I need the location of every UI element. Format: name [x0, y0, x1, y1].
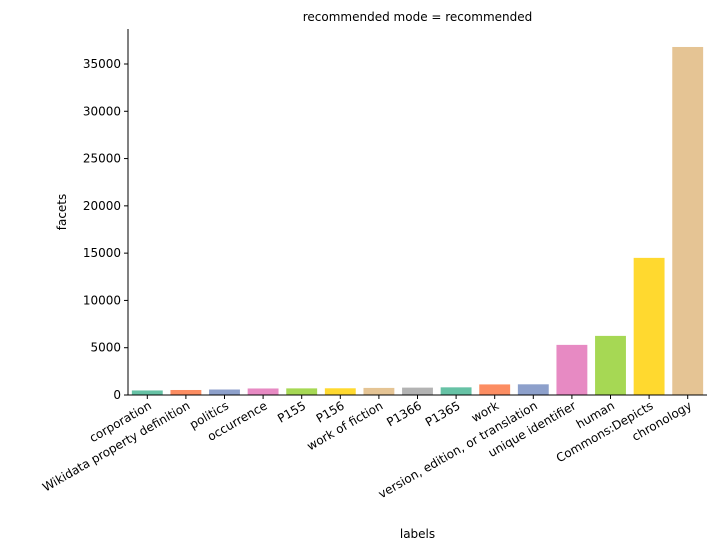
y-tick-label-6: 30000	[83, 104, 121, 118]
y-tick-label-4: 20000	[83, 199, 121, 213]
y-tick-label-3: 15000	[83, 246, 121, 260]
y-tick-label-5: 25000	[83, 152, 121, 166]
chart-title: recommended mode = recommended	[303, 10, 532, 24]
y-axis: 0 5000 10000 15000 20000 25000 30000 35000	[83, 57, 128, 402]
bar-7	[402, 387, 433, 395]
bar-5	[324, 388, 356, 395]
bar-13	[633, 257, 665, 395]
y-axis-label: facets	[55, 194, 69, 231]
x-tick-label-8: P1365	[423, 398, 463, 429]
x-tick-label-4: P155	[275, 398, 308, 425]
y-tick-label-1: 5000	[90, 341, 121, 355]
y-tick-label-2: 10000	[83, 293, 121, 307]
bar-6	[363, 387, 395, 395]
bar-1	[170, 389, 202, 395]
bar-14	[672, 46, 704, 395]
bar-3	[247, 388, 279, 395]
bars-group	[131, 46, 704, 395]
bar-12	[595, 335, 626, 395]
bar-8	[440, 387, 472, 395]
x-tick-label-1: Wikidata property definition	[40, 398, 192, 494]
bar-2	[209, 389, 240, 395]
y-tick-label-0: 0	[113, 388, 121, 402]
y-tick-label-7: 35000	[83, 57, 121, 71]
bar-9	[479, 384, 511, 395]
x-tick-label-7: P1366	[384, 398, 424, 429]
x-axis-label: labels	[400, 527, 435, 541]
x-tick-label-6: work of fiction	[304, 398, 385, 453]
bar-0	[131, 390, 163, 395]
bar-4	[286, 388, 318, 395]
bar-10	[517, 384, 549, 395]
bar-11	[556, 344, 588, 395]
